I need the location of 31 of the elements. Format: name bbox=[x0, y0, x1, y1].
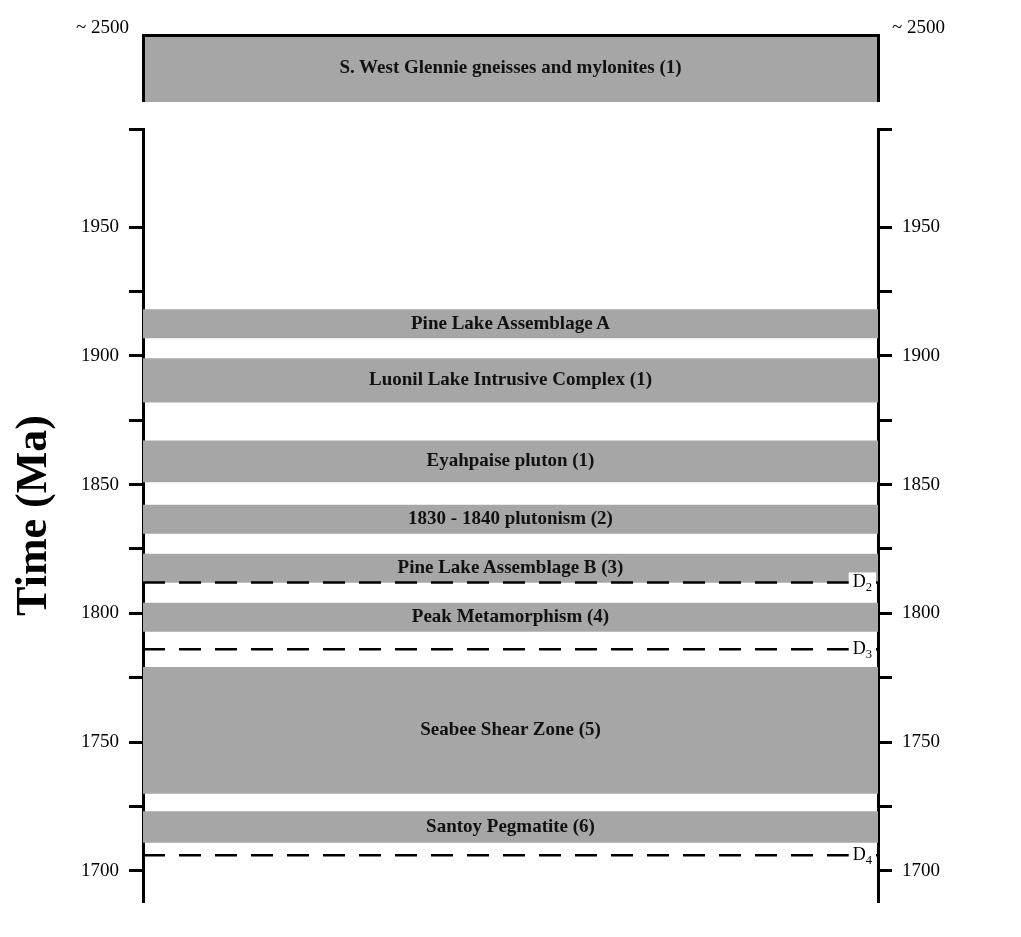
y-tick-label: 1700 bbox=[81, 858, 119, 880]
bar bbox=[143, 358, 878, 403]
y2-tick-label: 1900 bbox=[902, 343, 940, 365]
bar bbox=[143, 504, 878, 534]
series-label: 1830 - 1840 plutonism (2) bbox=[408, 507, 613, 530]
y-tick-label: 1800 bbox=[81, 601, 119, 623]
y2-tick-label: 1950 bbox=[902, 215, 940, 237]
series-label: Luonil Lake Intrusive Complex (1) bbox=[369, 368, 652, 391]
y2-tick-label: 1850 bbox=[902, 472, 940, 494]
text: S. West Glennie gneisses and mylonites (1) bbox=[339, 56, 682, 77]
text: ~ 2500 bbox=[75, 16, 129, 38]
y2-tick-label: 1750 bbox=[902, 730, 940, 751]
y-tick-label: 1950 bbox=[81, 215, 119, 237]
series-label: Pine Lake Assemblage B (3) bbox=[397, 556, 624, 579]
y2-tick-label: 1800 bbox=[902, 601, 940, 623]
text: ~ 2500 bbox=[892, 16, 946, 38]
y-axis-title: Time (Ma) bbox=[6, 415, 56, 616]
series-label: Pine Lake Assemblage A bbox=[411, 311, 611, 333]
bar bbox=[143, 602, 878, 632]
series-label: Seabee Shear Zone (5) bbox=[420, 718, 601, 741]
series-label: Peak Metamorphism (4) bbox=[411, 605, 610, 628]
y-tick-label: 1850 bbox=[81, 472, 119, 494]
series-label: Eyahpaise pluton (1) bbox=[426, 449, 595, 472]
bar bbox=[143, 440, 878, 483]
y2-tick-label: 1700 bbox=[902, 858, 940, 880]
bar bbox=[143, 309, 878, 339]
y-tick-label: 1900 bbox=[81, 343, 119, 365]
series-label: Santoy Pegmatite (6) bbox=[426, 814, 595, 837]
bar bbox=[143, 811, 878, 843]
y-tick-label: 1750 bbox=[81, 730, 119, 751]
bar bbox=[143, 667, 878, 794]
